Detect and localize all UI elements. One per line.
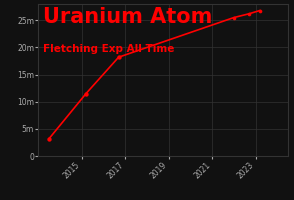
Point — [258, 9, 262, 12]
Point — [247, 12, 251, 15]
Text: Uranium Atom: Uranium Atom — [43, 7, 213, 27]
Point — [116, 56, 121, 59]
Text: Fletching Exp All Time: Fletching Exp All Time — [43, 44, 175, 54]
Point — [84, 92, 88, 95]
Point — [231, 16, 236, 19]
Point — [47, 137, 51, 140]
